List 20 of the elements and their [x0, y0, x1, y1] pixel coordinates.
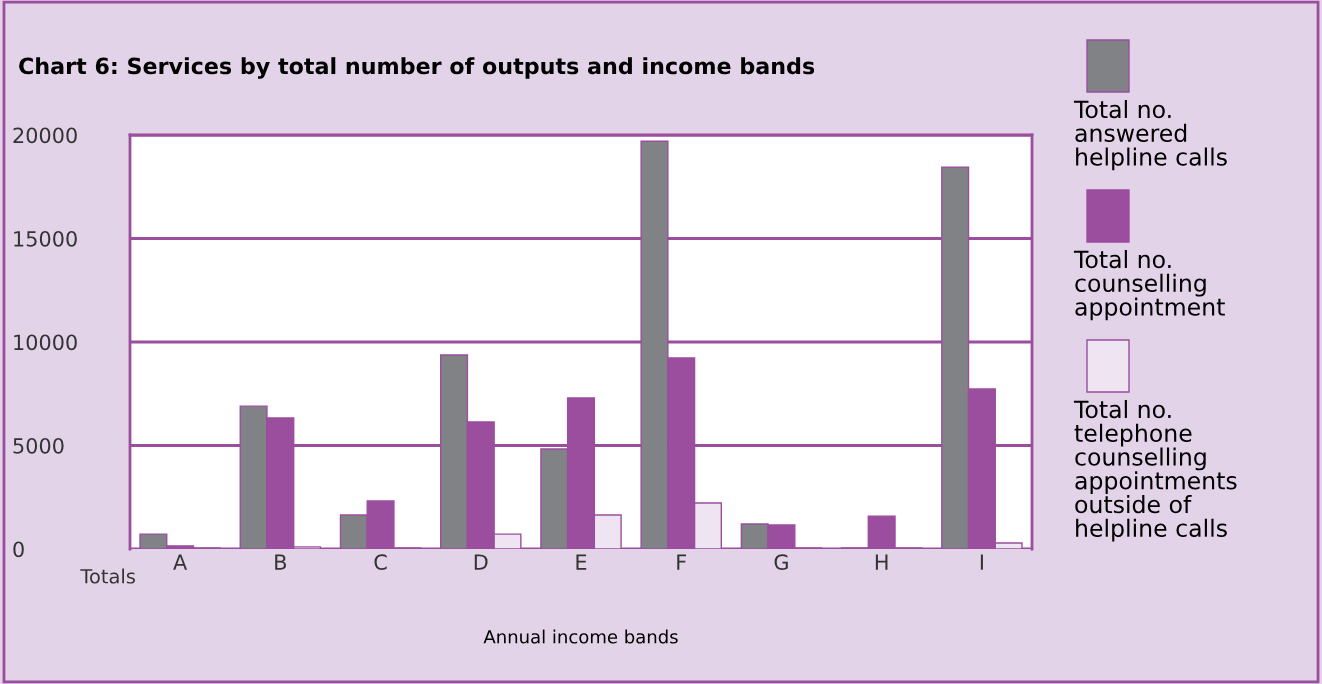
x-tick-label: B — [275, 554, 287, 570]
y-tick-label: 0 — [13, 541, 24, 558]
y-tick-label: 15000 — [14, 230, 77, 247]
x-tick-label: A — [173, 554, 188, 570]
legend-label: Total no. answered helpline calls — [1073, 100, 1227, 171]
x-tick-label: D — [474, 554, 488, 570]
x-tick-label: C — [374, 554, 387, 570]
x-axis-title: Annual income bands — [483, 629, 678, 644]
legend-label: Total no. counselling appointment — [1073, 250, 1225, 321]
x-tick-label: F — [677, 554, 686, 570]
x-tick-label: I — [980, 554, 983, 570]
y-tick-label: 10000 — [14, 334, 77, 351]
text: Totals — [80, 568, 135, 584]
x-tick-label: G — [774, 554, 788, 570]
legend-label: Total no. telephone counselling appointments outside of helpline calls — [1073, 400, 1237, 542]
y-tick-label: 20000 — [13, 127, 77, 144]
y-tick-label: 5000 — [13, 437, 64, 454]
x-tick-label: H — [875, 554, 888, 570]
x-tick-label: E — [576, 554, 587, 570]
chart-title: Chart 6: Services by total number of outputs and income bands — [19, 57, 815, 79]
